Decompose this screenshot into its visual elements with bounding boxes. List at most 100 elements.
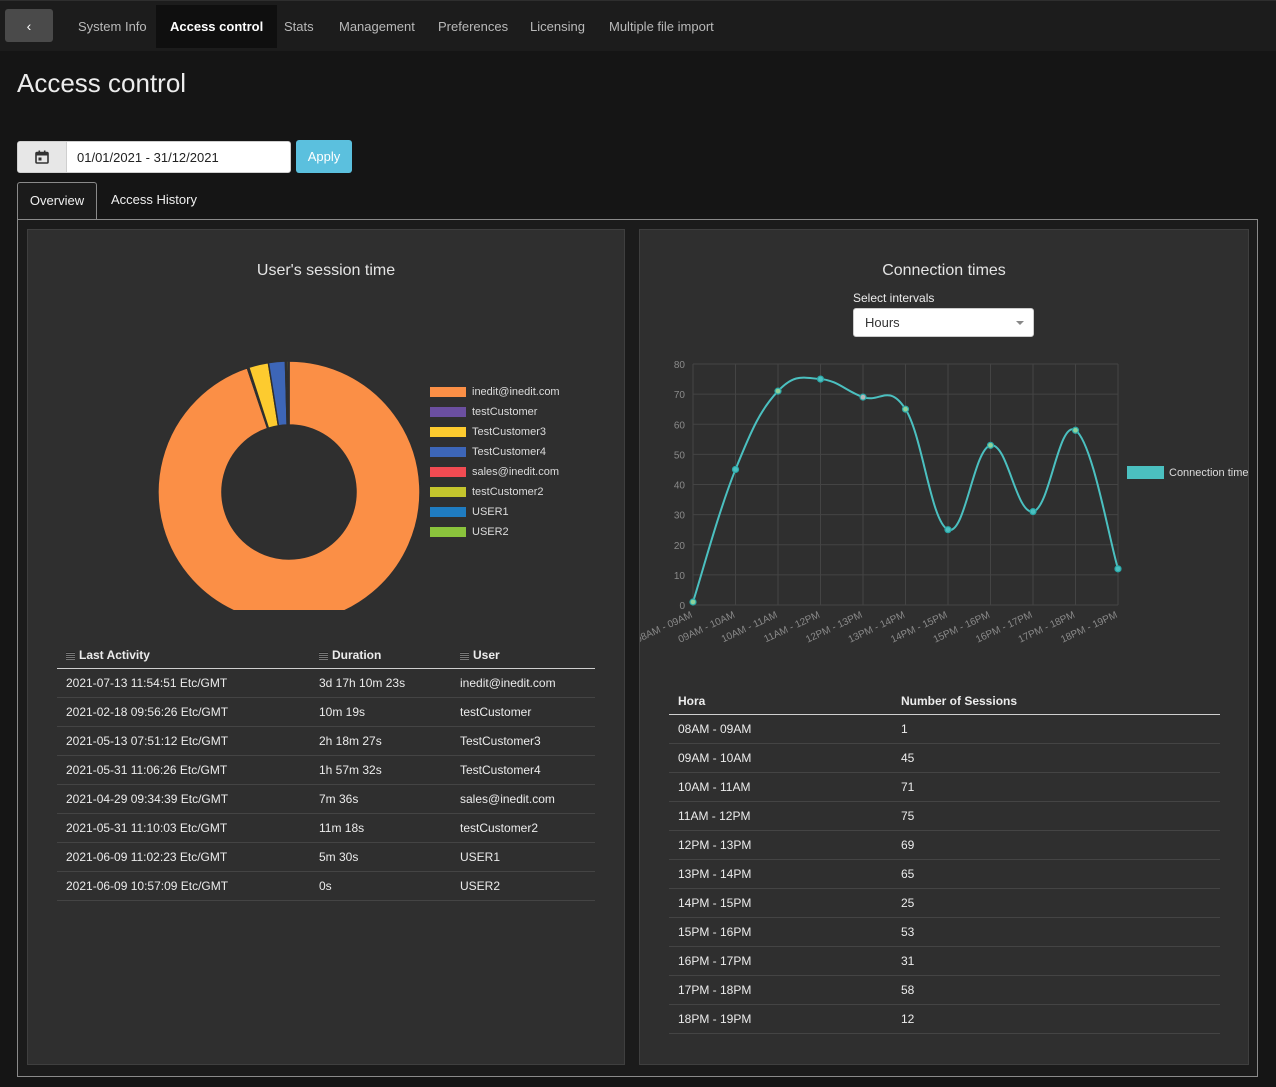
data-point	[689, 598, 697, 606]
data-point	[816, 375, 825, 383]
sort-icon	[460, 651, 469, 660]
legend-label: testCustomer2	[472, 486, 544, 498]
table-row: 2021-05-31 11:06:26 Etc/GMT 1h 57m 32s T…	[57, 755, 595, 785]
hora-cell: 13PM - 14PM	[669, 859, 892, 889]
last-activity-cell: 2021-07-13 11:54:51 Etc/GMT	[57, 668, 310, 698]
tab-stats[interactable]: Stats	[284, 19, 314, 34]
hora-cell: 12PM - 13PM	[669, 830, 892, 860]
legend-swatch	[430, 467, 466, 477]
session-donut-chart	[157, 360, 421, 610]
data-point	[774, 387, 782, 395]
user-cell: testCustomer2	[451, 813, 595, 843]
legend-item[interactable]: TestCustomer3	[430, 425, 546, 439]
last-activity-cell: 2021-06-09 10:57:09 Etc/GMT	[57, 871, 310, 901]
apply-button[interactable]: Apply	[296, 140, 352, 173]
column-header-duration[interactable]: Duration	[310, 642, 451, 669]
session-table: Last Activity Duration User 2021-07-13 1…	[57, 642, 595, 901]
y-tick-label: 50	[674, 450, 686, 461]
legend-label: TestCustomer3	[472, 426, 546, 438]
table-row: 10AM - 11AM 71	[669, 772, 1220, 802]
calendar-button[interactable]	[18, 142, 67, 172]
duration-cell: 0s	[310, 871, 451, 901]
caret-down-icon	[1016, 321, 1024, 325]
series-line	[692, 376, 1119, 603]
data-point	[1114, 565, 1122, 573]
duration-cell: 3d 17h 10m 23s	[310, 668, 451, 698]
legend-item[interactable]: TestCustomer4	[430, 445, 546, 459]
tab-access-history[interactable]: Access History	[111, 192, 197, 207]
column-header-user[interactable]: User	[451, 642, 595, 669]
table-row: 15PM - 16PM 53	[669, 917, 1220, 947]
sessions-cell: 31	[892, 946, 1220, 976]
top-navigation: ‹ System Info Access control Stats Manag…	[0, 0, 1276, 51]
tab-system-info[interactable]: System Info	[78, 19, 147, 34]
table-row: 13PM - 14PM 65	[669, 859, 1220, 889]
last-activity-cell: 2021-04-29 09:34:39 Etc/GMT	[57, 784, 310, 814]
sessions-cell: 1	[892, 714, 1220, 744]
legend-swatch	[1127, 466, 1164, 479]
tab-licensing[interactable]: Licensing	[530, 19, 585, 34]
donut-slice-USER1	[287, 360, 290, 426]
data-point	[859, 393, 867, 401]
column-header-sessions[interactable]: Number of Sessions	[892, 688, 1220, 715]
legend-item[interactable]: testCustomer	[430, 405, 537, 419]
back-button[interactable]: ‹	[5, 9, 53, 42]
date-range-picker[interactable]	[17, 141, 291, 173]
y-tick-label: 20	[674, 541, 686, 552]
column-header-last-activity[interactable]: Last Activity	[57, 642, 310, 669]
table-row: 2021-06-09 10:57:09 Etc/GMT 0s USER2	[57, 871, 595, 901]
table-row: 2021-04-29 09:34:39 Etc/GMT 7m 36s sales…	[57, 784, 595, 814]
legend-label: USER2	[472, 526, 509, 538]
table-row: 2021-07-13 11:54:51 Etc/GMT 3d 17h 10m 2…	[57, 668, 595, 698]
legend-label: TestCustomer4	[472, 446, 546, 458]
table-row: 2021-05-31 11:10:03 Etc/GMT 11m 18s test…	[57, 813, 595, 843]
tab-overview[interactable]: Overview	[17, 182, 97, 219]
date-range-input[interactable]	[67, 142, 290, 172]
tab-multiple-file-import[interactable]: Multiple file import	[609, 19, 714, 34]
legend-label: USER1	[472, 506, 509, 518]
legend-label[interactable]: Connection times	[1169, 467, 1248, 479]
sort-icon	[66, 651, 75, 660]
sessions-cell: 58	[892, 975, 1220, 1005]
sessions-cell: 45	[892, 743, 1220, 773]
connection-table: Hora Number of Sessions 08AM - 09AM 1 09AM…	[669, 688, 1220, 1034]
user-cell: TestCustomer4	[451, 755, 595, 785]
legend-item[interactable]: USER2	[430, 525, 509, 539]
y-tick-label: 10	[674, 571, 686, 582]
user-cell: inedit@inedit.com	[451, 668, 595, 698]
interval-select-label: Select intervals	[853, 291, 935, 305]
data-point	[901, 405, 910, 413]
last-activity-cell: 2021-02-18 09:56:26 Etc/GMT	[57, 697, 310, 727]
interval-select-value: Hours	[865, 315, 900, 330]
legend-item[interactable]: USER1	[430, 505, 509, 519]
duration-cell: 7m 36s	[310, 784, 451, 814]
interval-select[interactable]: Hours	[853, 308, 1034, 337]
sessions-cell: 25	[892, 888, 1220, 918]
chevron-left-icon: ‹	[26, 17, 32, 34]
hora-cell: 18PM - 19PM	[669, 1004, 892, 1034]
tab-access-control[interactable]: Access control	[156, 5, 278, 48]
hora-cell: 11AM - 12PM	[669, 801, 892, 831]
user-cell: TestCustomer3	[451, 726, 595, 756]
user-cell: testCustomer	[451, 697, 595, 727]
tab-preferences[interactable]: Preferences	[438, 19, 509, 34]
y-tick-label: 40	[674, 481, 686, 492]
legend-item[interactable]: inedit@inedit.com	[430, 385, 560, 399]
duration-cell: 2h 18m 27s	[310, 726, 451, 756]
legend-swatch	[430, 387, 466, 397]
legend-swatch	[430, 527, 466, 537]
hora-cell: 17PM - 18PM	[669, 975, 892, 1005]
table-row: 08AM - 09AM 1	[669, 714, 1220, 744]
page-title: Access control	[17, 68, 187, 98]
hora-cell: 08AM - 09AM	[669, 714, 892, 744]
duration-cell: 10m 19s	[310, 697, 451, 727]
sessions-cell: 69	[892, 830, 1220, 860]
hora-cell: 10AM - 11AM	[669, 772, 892, 802]
last-activity-cell: 2021-05-31 11:10:03 Etc/GMT	[57, 813, 310, 843]
table-row: 2021-06-09 11:02:23 Etc/GMT 5m 30s USER1	[57, 842, 595, 872]
tab-management[interactable]: Management	[339, 19, 415, 34]
legend-item[interactable]: testCustomer2	[430, 485, 544, 499]
legend-item[interactable]: sales@inedit.com	[430, 465, 559, 479]
hora-cell: 15PM - 16PM	[669, 917, 892, 947]
column-header-hora[interactable]: Hora	[669, 688, 892, 715]
